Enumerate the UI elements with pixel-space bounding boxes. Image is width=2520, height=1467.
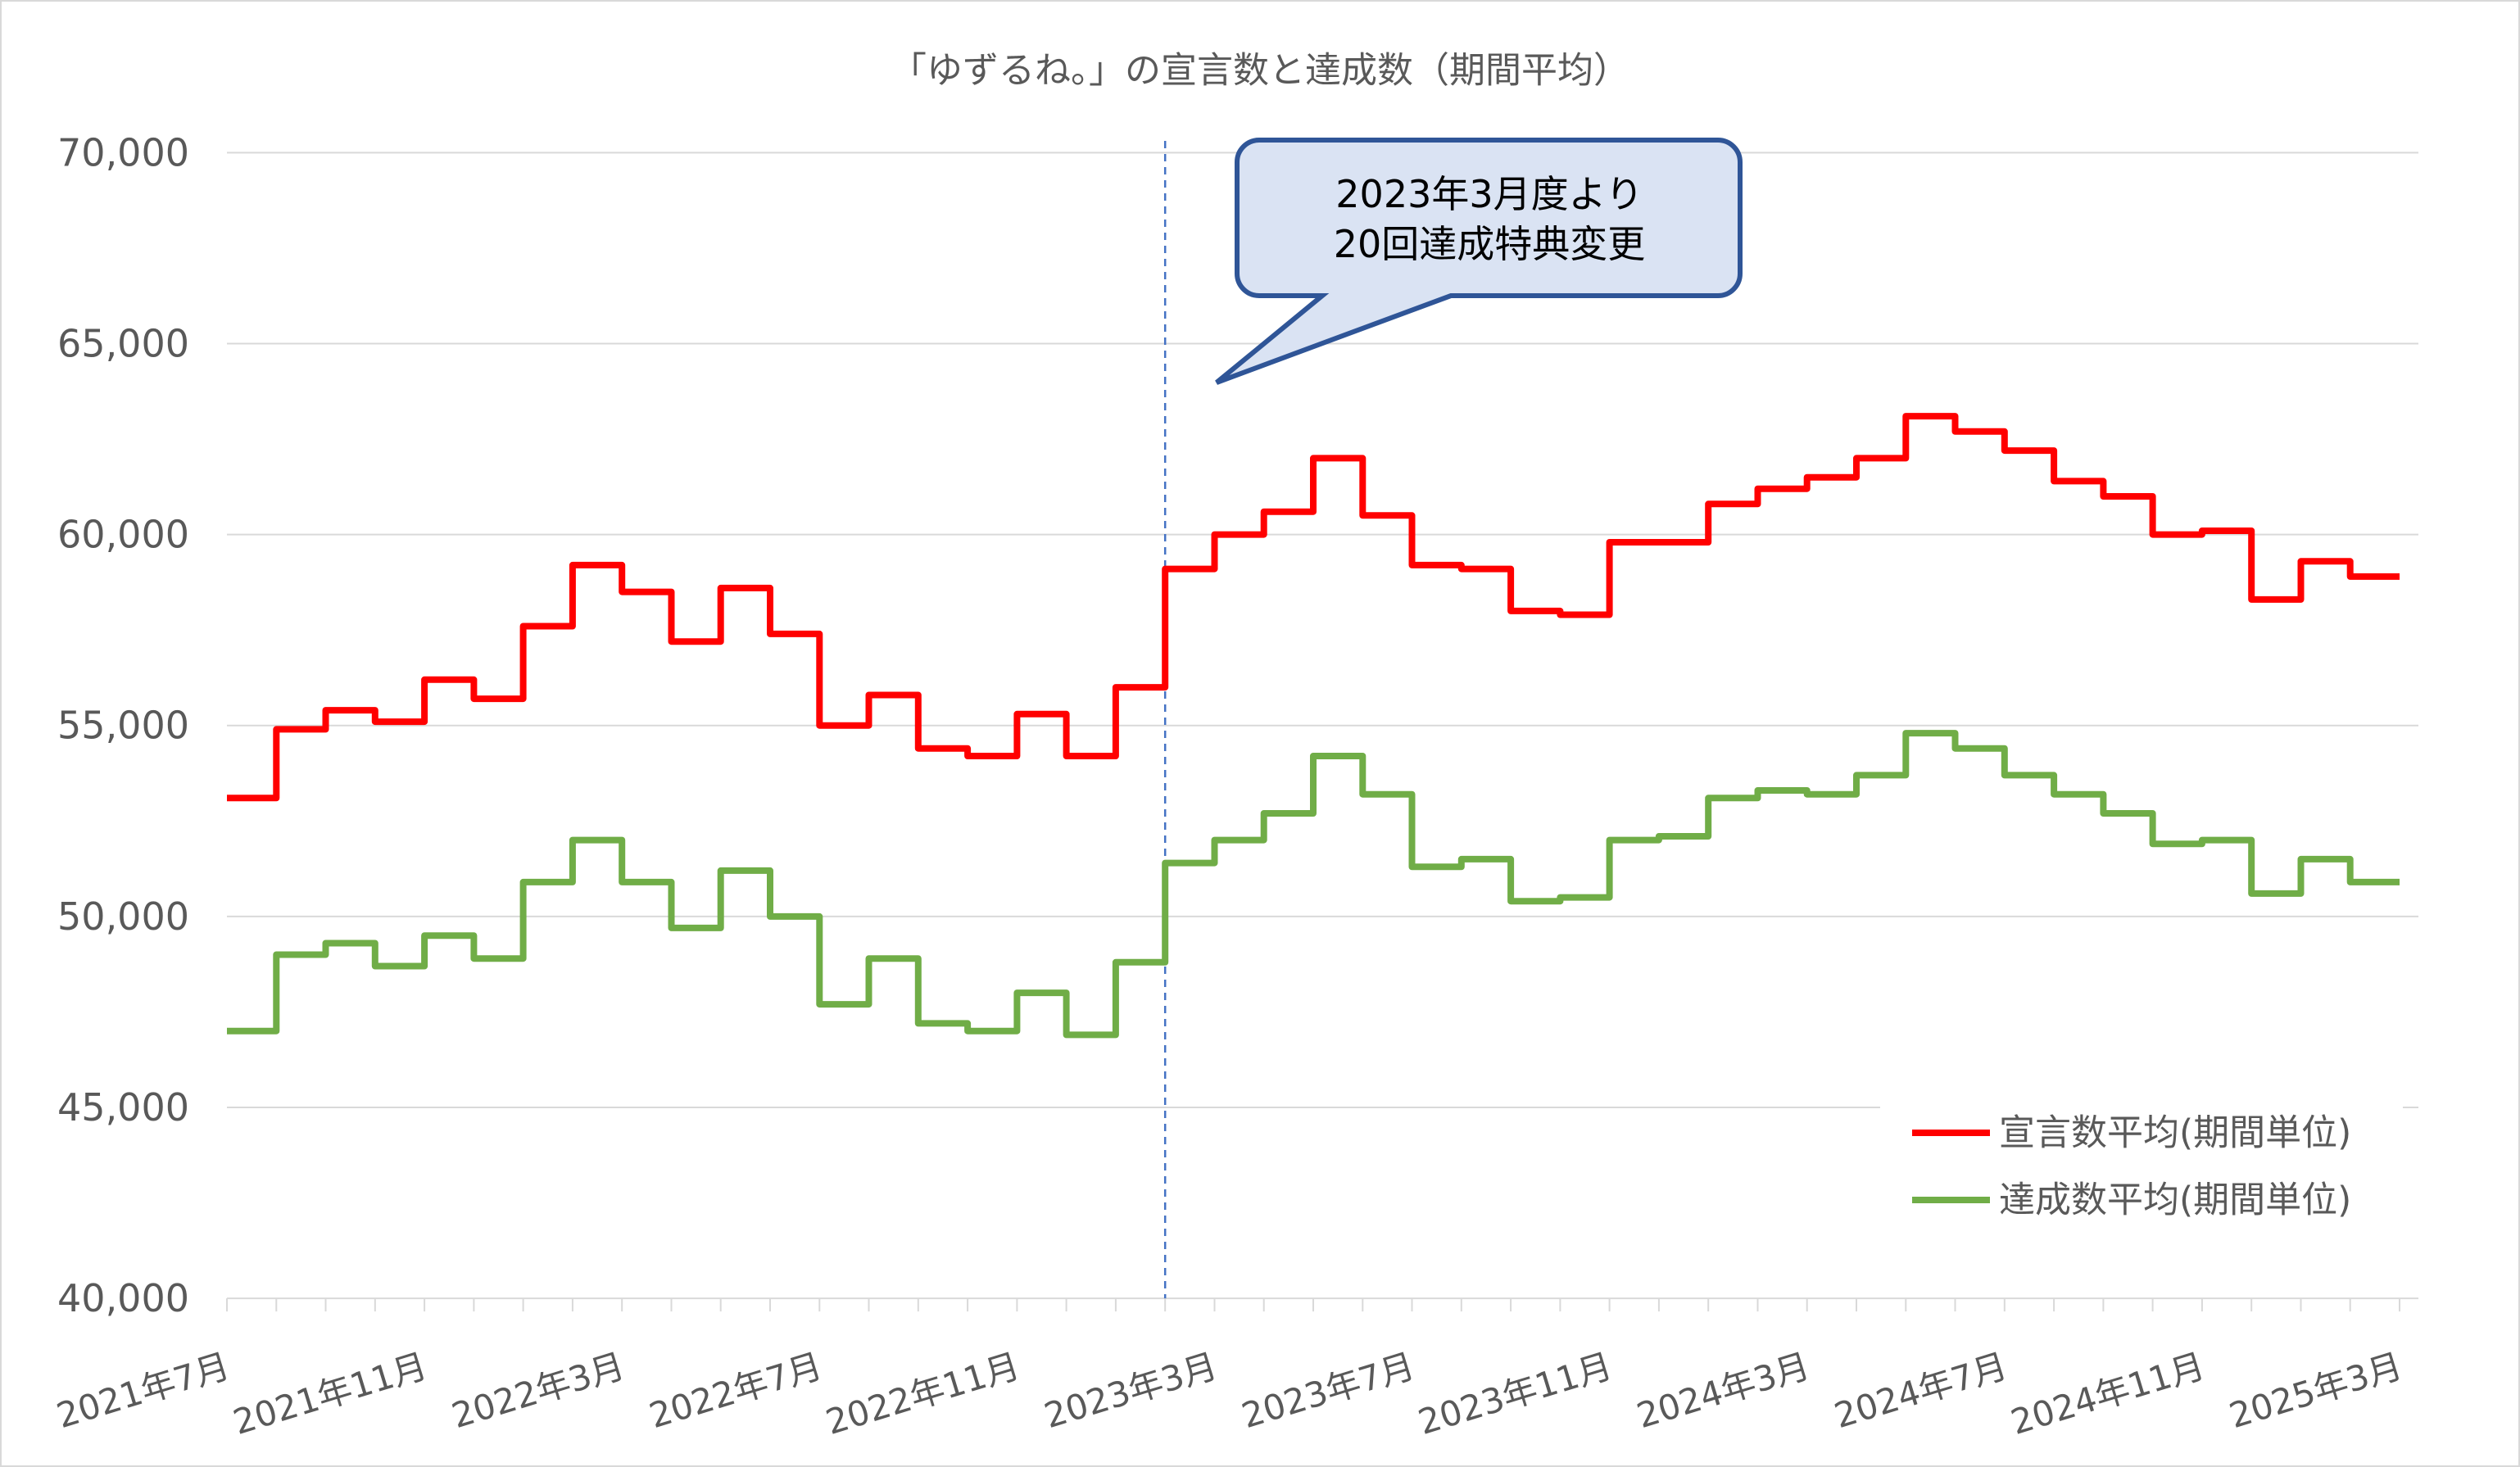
legend: 宣言数平均(期間単位) 達成数平均(期間単位) (1880, 1096, 2403, 1241)
chart-title: 「ゆずるね。」の宣言数と達成数（期間平均） (891, 50, 1629, 92)
series-line-achievements (227, 730, 2400, 1039)
legend-item-achievements: 達成数平均(期間単位) (1912, 1179, 2351, 1221)
series-line-declarations (227, 413, 2400, 802)
annotation-callout: 2023年3月度より 20回達成特典変更 (1215, 138, 1743, 385)
y-tick-label: 70,000 (57, 130, 189, 174)
y-tick-label: 60,000 (57, 513, 189, 557)
y-tick-label: 65,000 (57, 322, 189, 366)
legend-label-achievements: 達成数平均(期間単位) (1999, 1179, 2351, 1221)
legend-background (1880, 1096, 2403, 1241)
y-tick-label: 50,000 (57, 894, 189, 939)
y-tick-label: 55,000 (57, 704, 189, 748)
legend-item-declarations: 宣言数平均(期間単位) (1912, 1112, 2351, 1154)
y-axis-labels: 40,000 45,000 50,000 55,000 60,000 65,000 70,0… (57, 130, 189, 1320)
callout-bubble (1215, 138, 1743, 385)
legend-label-declarations: 宣言数平均(期間単位) (1999, 1112, 2351, 1154)
series-lines (227, 413, 2400, 1039)
callout-line-2: 20回達成特典変更 (1334, 222, 1646, 266)
y-tick-label: 40,000 (57, 1276, 189, 1320)
callout-line-1: 2023年3月度より (1335, 172, 1643, 216)
y-tick-label: 45,000 (57, 1085, 189, 1130)
x-axis (226, 1298, 2400, 1312)
